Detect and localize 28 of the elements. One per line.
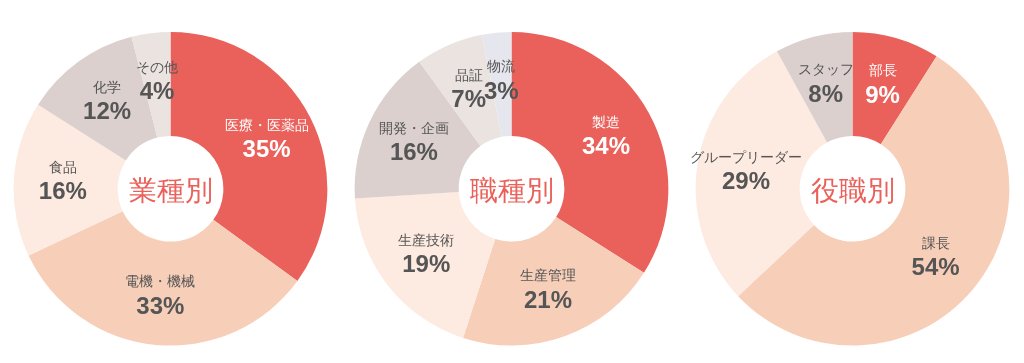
slice-label: グループリーダー	[689, 148, 802, 165]
data-label: 34%	[581, 132, 631, 160]
data-label: 8%	[808, 79, 844, 107]
text: 職種別	[469, 174, 554, 206]
slice-label: 課長	[921, 234, 950, 251]
text: 業種別	[128, 174, 213, 206]
slice-label: 生産管理	[520, 267, 577, 284]
slice-label: 電機・機械	[125, 273, 196, 290]
slice-label: 品証	[454, 66, 483, 83]
data-label: 29%	[721, 167, 770, 195]
slice-label: 生産技術	[398, 231, 455, 248]
data-label: 54%	[911, 253, 960, 281]
slice-label: 製造	[592, 113, 621, 130]
slice-label: 部長	[868, 62, 897, 79]
slice-label: 化学	[93, 78, 122, 95]
data-label: 19%	[402, 250, 451, 278]
data-label: 35%	[242, 135, 291, 163]
slice-label: 食品	[48, 158, 77, 175]
slice-label: 医療・医薬品	[224, 116, 309, 133]
slice-label: スタッフ	[797, 61, 854, 78]
data-label: 21%	[524, 285, 573, 313]
slice-label: 開発・企画	[378, 119, 449, 136]
data-label: 33%	[136, 291, 185, 319]
data-label: 16%	[38, 177, 87, 205]
data-label: 12%	[83, 97, 132, 124]
data-label: 9%	[865, 80, 900, 108]
data-label: 16%	[389, 138, 438, 166]
text: 役職別	[810, 174, 895, 206]
